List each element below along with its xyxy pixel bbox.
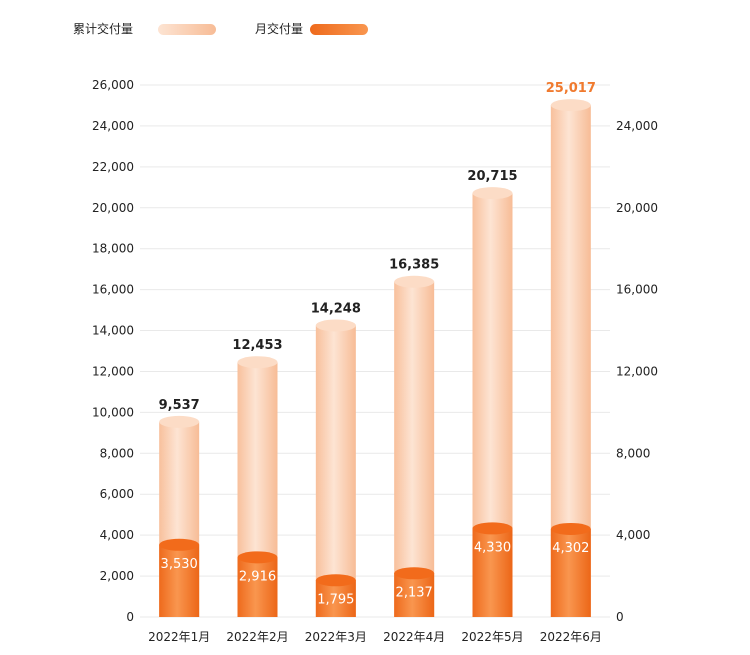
monthly-value-label: 2,137 [396, 585, 433, 600]
bars: 9,537 3,530 12,453 2,916 14,248 1,795 16,385 2,… [159, 81, 596, 618]
right-tick-label: 4,000 [616, 528, 650, 542]
x-tick-label: 2022年6月 [540, 630, 602, 644]
monthly-value-label: 4,302 [552, 541, 589, 556]
x-tick-label: 2022年2月 [226, 630, 288, 644]
monthly-bar-top [550, 522, 591, 535]
right-tick-label: 20,000 [616, 201, 658, 215]
left-tick-label: 8,000 [100, 446, 134, 460]
left-tick-label: 4,000 [100, 528, 134, 542]
left-tick-label: 10,000 [92, 405, 134, 419]
total-value-label: 14,248 [311, 301, 361, 316]
left-tick-label: 2,000 [100, 569, 134, 583]
monthly-bar-top [472, 522, 513, 535]
legend-swatch-total [158, 24, 216, 35]
monthly-value-label: 3,530 [161, 557, 198, 572]
legend: 累计交付量 月交付量 [73, 21, 368, 36]
right-tick-label: 8,000 [616, 446, 650, 460]
monthly-bar [472, 528, 513, 617]
left-tick-label: 12,000 [92, 364, 134, 378]
legend-item-monthly: 月交付量 [255, 21, 368, 36]
left-tick-label: 22,000 [92, 160, 134, 174]
total-bar-top [550, 99, 591, 112]
total-bar-top [237, 356, 278, 369]
right-tick-label: 24,000 [616, 119, 658, 133]
total-bar [315, 325, 356, 617]
legend-label-monthly: 月交付量 [255, 21, 303, 36]
x-tick-label: 2022年1月 [148, 630, 210, 644]
left-tick-label: 26,000 [92, 78, 134, 92]
total-value-label: 9,537 [159, 398, 200, 413]
left-tick-label: 6,000 [100, 487, 134, 501]
x-tick-label: 2022年5月 [461, 630, 523, 644]
monthly-bar [394, 573, 435, 617]
monthly-bar-top [315, 574, 356, 587]
left-tick-label: 0 [126, 610, 134, 624]
left-axis: 0 2,000 4,000 6,000 8,000 10,000 12,000 14,000 1… [92, 78, 134, 624]
monthly-bar-top [237, 551, 278, 564]
left-tick-label: 16,000 [92, 283, 134, 297]
x-tick-label: 2022年3月 [305, 630, 367, 644]
left-tick-label: 20,000 [92, 201, 134, 215]
monthly-bar [159, 544, 200, 617]
right-axis: 0 4,000 8,000 12,000 16,000 20,000 24,000 [616, 119, 658, 624]
legend-item-total: 累计交付量 [73, 21, 216, 36]
legend-label-total: 累计交付量 [73, 21, 133, 36]
right-tick-label: 16,000 [616, 283, 658, 297]
total-value-label: 25,017 [546, 81, 596, 96]
total-bar-top [315, 319, 356, 332]
left-tick-label: 24,000 [92, 119, 134, 133]
x-tick-label: 2022年4月 [383, 630, 445, 644]
x-axis: 2022年1月 2022年2月 2022年3月 2022年4月 2022年5月 2022年… [148, 630, 602, 644]
monthly-bar-top [394, 567, 435, 580]
monthly-value-label: 2,916 [239, 569, 276, 584]
total-bar [394, 281, 435, 617]
monthly-bar [315, 580, 356, 617]
total-bar-top [394, 275, 435, 288]
monthly-bar [550, 528, 591, 617]
total-value-label: 16,385 [389, 258, 439, 273]
total-bar-top [472, 187, 513, 200]
total-bar-top [159, 415, 200, 428]
right-tick-label: 0 [616, 610, 624, 624]
total-value-label: 20,715 [467, 169, 517, 184]
total-value-label: 12,453 [232, 338, 282, 353]
monthly-value-label: 4,330 [474, 540, 511, 555]
monthly-value-label: 1,795 [317, 592, 354, 607]
gridlines [140, 84, 610, 618]
monthly-bar-top [159, 538, 200, 551]
left-tick-label: 14,000 [92, 324, 134, 338]
left-tick-label: 18,000 [92, 242, 134, 256]
right-tick-label: 12,000 [616, 364, 658, 378]
monthly-bar [237, 557, 278, 617]
legend-swatch-monthly [310, 24, 368, 35]
